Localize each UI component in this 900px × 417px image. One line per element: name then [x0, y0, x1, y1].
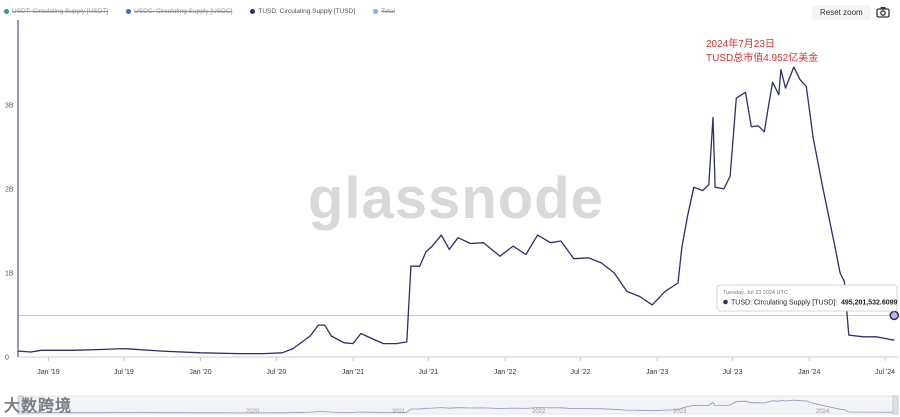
- legend-label-usdt: USDT: Circulating Supply [USDT]: [12, 7, 109, 15]
- tooltip-box: [716, 284, 898, 312]
- annotation-text: TUSD总市值4.952亿美金: [706, 51, 818, 64]
- hover-marker: [889, 310, 899, 321]
- chart-legend: USDT: Circulating Supply [USDT] USDC: Ci…: [4, 4, 395, 18]
- tooltip-series-dot: [723, 299, 728, 305]
- tooltip-series-label: TUSD: Circulating Supply [TUSD]:: [731, 300, 837, 307]
- legend-item-tusd[interactable]: TUSD: Circulating Supply [TUSD]: [250, 8, 355, 15]
- legend-item-usdt[interactable]: USDT: Circulating Supply [USDT]: [4, 8, 108, 15]
- legend-label-usdc: USDC: Circulating Supply [USDC]: [134, 7, 233, 15]
- x-tick-label: Jan '22: [494, 369, 516, 376]
- navigator-label-2024: 2024: [816, 409, 830, 415]
- navigator-handle-right[interactable]: [892, 395, 899, 415]
- x-tick-label: Jul '21: [418, 369, 438, 376]
- navigator-handle-left[interactable]: [17, 395, 24, 415]
- reset-zoom-button[interactable]: Reset zoom: [812, 5, 871, 20]
- watermark: glassnode: [308, 166, 604, 231]
- brand-watermark: 大数跨境: [4, 396, 73, 415]
- x-tick-label: Jan '23: [646, 369, 668, 376]
- legend-item-usdc[interactable]: USDC: Circulating Supply [USDC]: [126, 8, 232, 15]
- tooltip-value: 495,201,532.6099: [841, 300, 898, 307]
- navigator-label-2023: 2023: [673, 409, 687, 415]
- y-tick-label: 0: [5, 355, 9, 362]
- x-tick-labels: Jan '19 Jul '19 Jan '20 Jul '20 Jan '21 Jul '…: [37, 357, 895, 376]
- navigator-track: [17, 395, 899, 415]
- y-tick-label: 1B: [5, 270, 14, 277]
- tooltip: Tuesday, Jul 23 2024 UTC TUSD: Circulati…: [716, 284, 898, 312]
- legend-item-total[interactable]: Total: [373, 8, 395, 15]
- navigator-label-2021: 2021: [392, 409, 406, 415]
- x-tick-label: Jul '24: [875, 369, 895, 376]
- series-line-tusd: [17, 66, 895, 355]
- navigator-series-line: [17, 399, 895, 414]
- y-tick-label: 3B: [5, 102, 14, 109]
- y-tick-label: 2B: [5, 186, 14, 193]
- legend-dot-total: [373, 8, 379, 14]
- y-tick-labels: 0 1B 2B 3B: [5, 102, 14, 361]
- legend-label-tusd: TUSD: Circulating Supply [TUSD]: [258, 7, 356, 15]
- x-tick-label: Jan '19: [37, 369, 59, 376]
- navigator-label-2020: 2020: [246, 409, 260, 415]
- annotation-date: 2024年7月23日: [706, 37, 775, 50]
- x-tick-label: Jul '20: [266, 369, 286, 376]
- x-tick-label: Jan '24: [798, 369, 820, 376]
- x-tick-label: Jan '20: [189, 369, 211, 376]
- tooltip-date: Tuesday, Jul 23 2024 UTC: [723, 290, 788, 296]
- x-tick-label: Jul '22: [570, 369, 590, 376]
- legend-label-total: Total: [381, 7, 395, 15]
- camera-icon[interactable]: [876, 6, 890, 18]
- legend-dot-usdc: [126, 8, 132, 14]
- legend-dot-tusd: [250, 8, 256, 14]
- x-tick-label: Jan '21: [342, 369, 364, 376]
- x-tick-label: Jul '19: [114, 369, 134, 376]
- legend-dot-usdt: [4, 8, 9, 14]
- navigator[interactable]: 2020 2021 2022 2023 2024: [17, 395, 899, 415]
- x-tick-label: Jul '23: [723, 369, 743, 376]
- navigator-label-2022: 2022: [532, 409, 546, 415]
